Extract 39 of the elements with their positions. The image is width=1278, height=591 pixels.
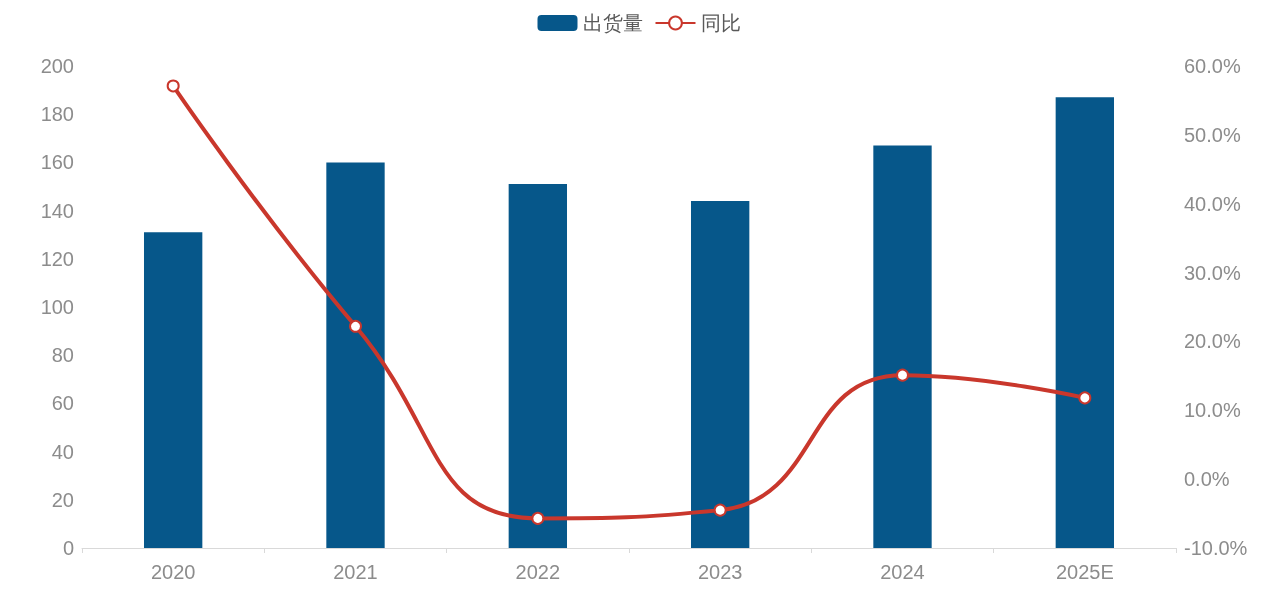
y2-tick-label: 20.0% — [1184, 330, 1241, 353]
point — [531, 511, 545, 525]
point — [349, 319, 362, 333]
y-tick-label: 200 — [40, 55, 74, 77]
x-tick-label: 2024 — [880, 561, 925, 583]
bar — [508, 184, 568, 548]
point — [896, 368, 909, 382]
y-tick-label: 0 — [62, 537, 74, 559]
bar — [1055, 97, 1115, 548]
bar — [143, 232, 203, 548]
y2-tick-label: -10.0% — [1184, 537, 1248, 559]
point — [713, 503, 727, 517]
y-tick-label: 40 — [51, 440, 74, 463]
legend-label: 同比 — [700, 12, 741, 34]
bar — [873, 145, 932, 548]
y-tick-label: 160 — [40, 151, 74, 174]
x-tick-label: 2021 — [333, 561, 378, 583]
x-tick-label: 2025E — [1055, 561, 1114, 583]
bar — [690, 200, 750, 548]
point — [166, 79, 180, 93]
bar — [326, 162, 385, 548]
y-tick-label: 140 — [40, 199, 74, 222]
y2-tick-label: 30.0% — [1184, 261, 1241, 284]
point — [1078, 391, 1092, 405]
y-tick-label: 120 — [40, 247, 74, 270]
y-tick-label: 80 — [51, 344, 74, 367]
y-tick-label: 180 — [40, 103, 74, 126]
y2-tick-label: 40.0% — [1184, 192, 1241, 215]
y-tick-label: 100 — [40, 296, 74, 318]
y2-tick-label: 10.0% — [1184, 399, 1241, 422]
y2-tick-label: 50.0% — [1184, 123, 1241, 146]
y-tick-label: 20 — [51, 488, 74, 511]
legend-label: 出货量 — [582, 12, 643, 34]
x-tick-label: 2020 — [150, 561, 196, 583]
y-tick-label: 60 — [51, 392, 74, 415]
x-tick-label: 2023 — [697, 561, 743, 583]
y2-tick-label: 0.0% — [1184, 468, 1230, 491]
y2-tick-label: 60.0% — [1184, 55, 1241, 77]
x-tick-label: 2022 — [515, 561, 561, 583]
